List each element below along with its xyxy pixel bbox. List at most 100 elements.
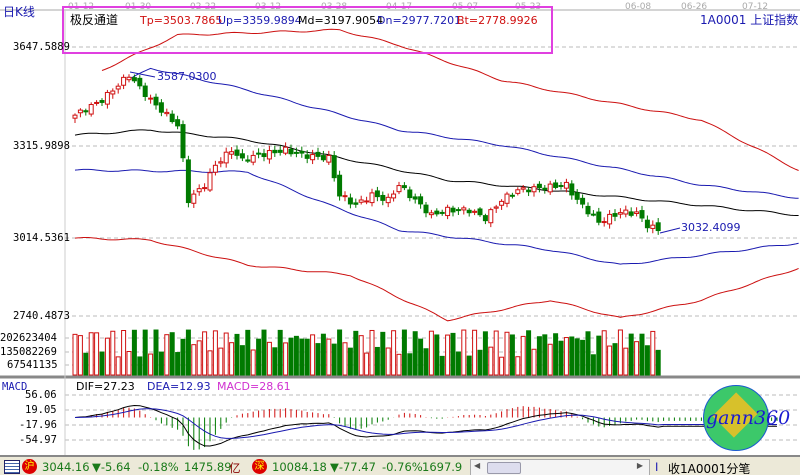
volume-bar	[515, 356, 521, 376]
candle-body	[272, 149, 278, 154]
volume-bar	[369, 329, 375, 376]
candle-body	[596, 211, 602, 223]
volume-bar	[202, 331, 208, 376]
candle-body	[407, 189, 413, 199]
volume-bar	[472, 329, 478, 376]
candle-body	[418, 196, 424, 205]
sz-percent: -0.76%	[382, 460, 423, 474]
volume-axis-label: 202623404	[0, 332, 57, 344]
candle-body	[504, 193, 510, 204]
sh-badge-icon[interactable]: 沪	[22, 459, 37, 474]
candle-body	[293, 151, 299, 154]
candle-body	[229, 151, 235, 155]
sz-badge-icon[interactable]: 深	[252, 459, 267, 474]
candle-body	[202, 187, 208, 190]
volume-bar	[94, 332, 100, 376]
volume-bar	[315, 343, 321, 376]
volume-bar	[526, 330, 532, 376]
volume-bar	[412, 331, 418, 376]
volume-bar	[547, 343, 553, 376]
volume-bar	[310, 334, 316, 376]
price-axis-label: 3315.9898	[13, 140, 70, 152]
volume-bar	[104, 337, 110, 376]
volume-bar	[488, 346, 494, 376]
period-label[interactable]: 日K线	[3, 5, 35, 19]
calendar-icon[interactable]	[4, 460, 20, 474]
candle-body	[655, 222, 661, 232]
high-annotation: 3587.0300	[157, 70, 217, 83]
sh-change: ▼-5.64	[92, 460, 131, 474]
macd-axis-label: 19.05	[25, 404, 57, 416]
candle-body	[110, 90, 116, 95]
volume-bar	[607, 345, 613, 376]
volume-bar	[499, 356, 505, 376]
candle-body	[191, 193, 197, 204]
volume-bar	[477, 349, 483, 376]
volume-bar	[131, 329, 137, 376]
volume-bar	[245, 329, 251, 376]
candle-body	[299, 150, 305, 154]
low-annotation: 3032.4099	[681, 221, 741, 234]
right-status-text[interactable]: 收1A0001分笔	[668, 462, 751, 475]
volume-bar	[493, 330, 499, 376]
candle-body	[169, 113, 175, 123]
candle-body	[223, 151, 229, 164]
horizontal-scrollbar[interactable]: ◀ ▶	[470, 459, 650, 475]
candle-body	[218, 161, 224, 164]
volume-bar	[461, 329, 467, 376]
volume-bar	[445, 334, 451, 376]
candle-body	[239, 153, 245, 159]
volume-bar	[563, 337, 569, 376]
volume-bar	[337, 329, 343, 376]
scroll-left-icon[interactable]: ◀	[474, 461, 481, 470]
volume-bar	[450, 332, 456, 376]
candle-body	[261, 153, 267, 158]
candle-body	[396, 185, 402, 193]
candle-body	[531, 186, 537, 193]
candle-body	[509, 194, 515, 197]
candle-body	[455, 209, 461, 212]
volume-bar	[293, 335, 299, 376]
volume-bar	[580, 339, 586, 376]
volume-bar	[110, 330, 116, 376]
candle-body	[104, 91, 110, 105]
candle-body	[337, 174, 343, 197]
candle-body	[391, 193, 397, 199]
volume-bar	[590, 354, 596, 376]
volume-bar	[261, 329, 267, 376]
candle-body	[385, 196, 391, 204]
candle-body	[315, 151, 321, 157]
volume-bar	[137, 356, 143, 376]
volume-bar	[347, 347, 353, 376]
candle-body	[212, 164, 218, 173]
candle-body	[445, 206, 451, 217]
volume-bar	[364, 352, 370, 376]
volume-bar	[623, 347, 629, 376]
candle-body	[553, 182, 559, 188]
date-tick: 06-08	[625, 2, 652, 12]
volume-bar	[358, 335, 364, 376]
candle-body	[358, 199, 364, 203]
price-axis-label: 3014.5361	[13, 232, 70, 244]
scroll-right-icon[interactable]: ▶	[636, 461, 643, 470]
date-tick: 07-12	[742, 2, 769, 12]
volume-bar	[423, 348, 429, 376]
candle-body	[547, 183, 553, 193]
scroll-thumb[interactable]	[487, 462, 521, 474]
candle-body	[520, 187, 526, 190]
volume-bar	[218, 347, 224, 376]
md-value: Md=3197.9054	[298, 14, 384, 27]
volume-bar	[536, 336, 542, 376]
candle-body	[283, 146, 289, 154]
candle-body	[563, 181, 569, 189]
sh-percent: -0.18%	[138, 460, 179, 474]
volume-bar	[353, 330, 359, 376]
volume-bar	[88, 332, 94, 376]
volume-bar	[342, 342, 348, 376]
volume-bar	[191, 344, 197, 376]
volume-bar	[175, 352, 181, 376]
candle-body	[304, 154, 310, 159]
channel-line-md	[74, 129, 799, 216]
